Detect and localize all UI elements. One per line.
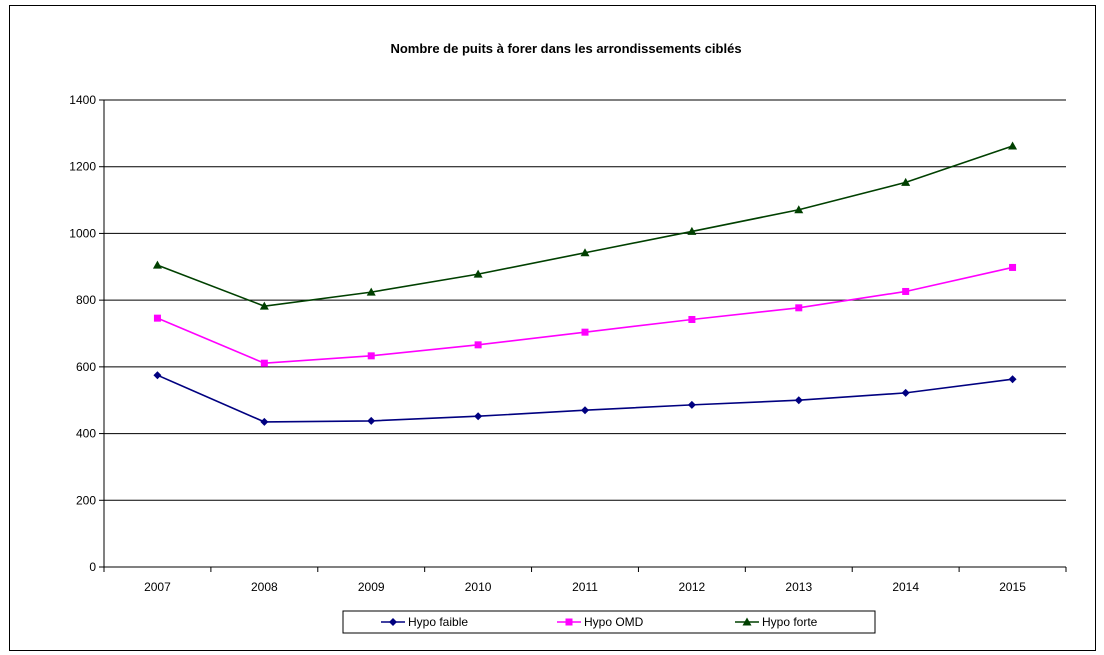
- data-point-hypo-faible: [581, 406, 589, 415]
- x-tick-label: 2008: [251, 580, 278, 594]
- chart-frame: [9, 5, 1096, 651]
- data-point-hypo-forte: [473, 269, 483, 278]
- y-tick-label: 400: [76, 427, 96, 441]
- gridlines: [104, 99, 1066, 501]
- y-tick-label: 800: [76, 293, 96, 307]
- data-point-hypo-forte: [580, 248, 590, 257]
- data-point-hypo-faible: [260, 417, 269, 426]
- data-point-hypo-forte: [152, 260, 162, 269]
- legend-marker-hypo-forte: [742, 617, 752, 626]
- data-point-hypo-forte: [901, 177, 911, 186]
- y-tick-label: 0: [89, 560, 96, 574]
- data-point-hypo-faible: [901, 388, 910, 397]
- legend-label-hypo-omd: Hypo OMD: [584, 615, 644, 629]
- data-point-hypo-faible: [794, 396, 803, 405]
- legend-marker-hypo-faible: [389, 618, 397, 626]
- x-axis-ticks: 2007 2008 2009 2010 2011 2012 2013 2014 2015: [103, 567, 1067, 594]
- chart-title: Nombre de puits à forer dans les arrondi…: [390, 41, 741, 56]
- x-tick-label: 2015: [999, 580, 1026, 594]
- data-point-hypo-omd: [902, 287, 910, 295]
- y-tick-label: 1400: [69, 93, 96, 107]
- data-point-hypo-omd: [474, 341, 482, 349]
- series-line-hypo-forte: [157, 145, 1013, 307]
- x-tick-label: 2010: [465, 580, 492, 594]
- data-point-hypo-forte: [794, 205, 804, 214]
- data-point-hypo-forte: [687, 226, 697, 235]
- x-tick-label: 2009: [358, 580, 385, 594]
- data-point-hypo-omd: [367, 352, 375, 360]
- data-point-hypo-omd: [1009, 263, 1017, 271]
- data-point-hypo-omd: [153, 314, 161, 322]
- data-point-hypo-omd: [688, 315, 696, 323]
- data-point-hypo-omd: [795, 304, 803, 312]
- axes: [103, 100, 1066, 568]
- data-point-hypo-omd: [260, 359, 268, 367]
- data-point-hypo-faible: [474, 412, 483, 421]
- legend-label-hypo-faible: Hypo faible: [408, 615, 468, 629]
- y-tick-label: 1200: [69, 160, 96, 174]
- y-tick-label: 600: [76, 360, 96, 374]
- legend-label-hypo-forte: Hypo forte: [762, 615, 818, 629]
- data-point-hypo-forte: [259, 301, 269, 310]
- legend-box: [342, 610, 876, 634]
- y-tick-label: 200: [76, 493, 96, 507]
- data-point-hypo-faible: [367, 416, 376, 425]
- series-line-hypo-faible: [157, 374, 1013, 423]
- y-axis-ticks: 0 200 400 600 800 1000 1200 1400: [69, 93, 104, 574]
- data-point-hypo-forte: [1008, 141, 1018, 150]
- legend-marker-hypo-omd: [565, 618, 573, 626]
- data-point-hypo-faible: [1008, 375, 1017, 384]
- series-line-hypo-omd: [157, 266, 1013, 364]
- data-point-hypo-omd: [581, 328, 589, 336]
- data-point-hypo-faible: [153, 371, 162, 380]
- x-tick-label: 2011: [572, 580, 598, 594]
- x-tick-label: 2007: [144, 580, 171, 594]
- x-tick-label: 2013: [785, 580, 812, 594]
- legend: Hypo faible Hypo OMD Hypo forte: [342, 610, 876, 634]
- data-point-hypo-faible: [687, 400, 696, 409]
- series-group: [152, 141, 1018, 426]
- y-tick-label: 1000: [69, 226, 96, 240]
- x-tick-label: 2012: [679, 580, 706, 594]
- data-point-hypo-forte: [366, 287, 376, 296]
- x-tick-label: 2014: [892, 580, 919, 594]
